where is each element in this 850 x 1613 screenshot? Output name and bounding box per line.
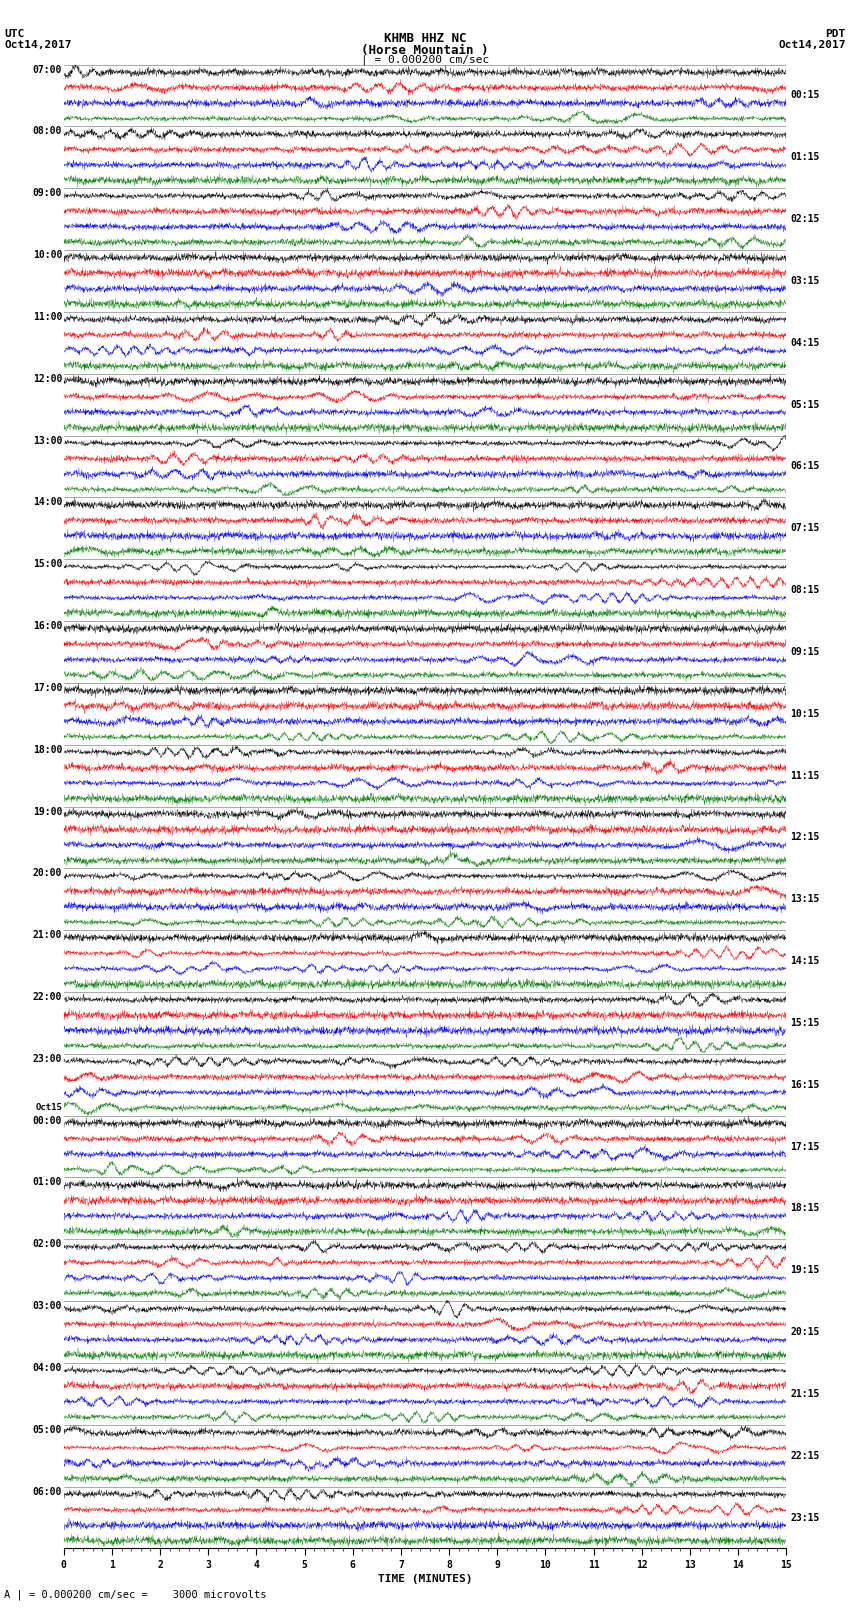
- Text: 21:15: 21:15: [790, 1389, 820, 1398]
- Text: 18:00: 18:00: [32, 745, 62, 755]
- Text: 13:15: 13:15: [790, 894, 820, 905]
- Text: 11:00: 11:00: [32, 311, 62, 323]
- Text: 12:00: 12:00: [32, 374, 62, 384]
- Text: 08:15: 08:15: [790, 586, 820, 595]
- Text: 00:15: 00:15: [790, 90, 820, 100]
- Text: 19:00: 19:00: [32, 806, 62, 816]
- Text: 00:00: 00:00: [32, 1116, 62, 1126]
- Text: 20:00: 20:00: [32, 868, 62, 879]
- Text: 04:15: 04:15: [790, 337, 820, 348]
- Text: 03:15: 03:15: [790, 276, 820, 286]
- Text: Oct15: Oct15: [35, 1103, 62, 1111]
- Text: 10:15: 10:15: [790, 708, 820, 719]
- Text: KHMB HHZ NC: KHMB HHZ NC: [383, 32, 467, 45]
- Text: 09:00: 09:00: [32, 189, 62, 198]
- Text: 23:00: 23:00: [32, 1053, 62, 1065]
- Text: | = 0.000200 cm/sec: | = 0.000200 cm/sec: [361, 55, 489, 66]
- Text: 07:00: 07:00: [32, 65, 62, 74]
- Text: 14:00: 14:00: [32, 497, 62, 508]
- Text: 02:15: 02:15: [790, 215, 820, 224]
- Text: 09:15: 09:15: [790, 647, 820, 656]
- X-axis label: TIME (MINUTES): TIME (MINUTES): [377, 1574, 473, 1584]
- Text: 13:00: 13:00: [32, 436, 62, 445]
- Text: 01:00: 01:00: [32, 1177, 62, 1187]
- Text: 10:00: 10:00: [32, 250, 62, 260]
- Text: Oct14,2017: Oct14,2017: [779, 40, 846, 50]
- Text: 22:15: 22:15: [790, 1450, 820, 1461]
- Text: PDT: PDT: [825, 29, 846, 39]
- Text: 08:00: 08:00: [32, 126, 62, 137]
- Text: 01:15: 01:15: [790, 152, 820, 163]
- Text: 22:00: 22:00: [32, 992, 62, 1002]
- Text: 17:00: 17:00: [32, 682, 62, 694]
- Text: 14:15: 14:15: [790, 957, 820, 966]
- Text: Oct14,2017: Oct14,2017: [4, 40, 71, 50]
- Text: 06:15: 06:15: [790, 461, 820, 471]
- Text: 15:00: 15:00: [32, 560, 62, 569]
- Text: 21:00: 21:00: [32, 931, 62, 940]
- Text: 07:15: 07:15: [790, 523, 820, 534]
- Text: (Horse Mountain ): (Horse Mountain ): [361, 44, 489, 56]
- Text: 12:15: 12:15: [790, 832, 820, 842]
- Text: A | = 0.000200 cm/sec =    3000 microvolts: A | = 0.000200 cm/sec = 3000 microvolts: [4, 1589, 267, 1600]
- Text: 16:00: 16:00: [32, 621, 62, 631]
- Text: 23:15: 23:15: [790, 1513, 820, 1523]
- Text: 04:00: 04:00: [32, 1363, 62, 1373]
- Text: 19:15: 19:15: [790, 1265, 820, 1276]
- Text: 16:15: 16:15: [790, 1079, 820, 1090]
- Text: 05:15: 05:15: [790, 400, 820, 410]
- Text: 18:15: 18:15: [790, 1203, 820, 1213]
- Text: 03:00: 03:00: [32, 1302, 62, 1311]
- Text: 20:15: 20:15: [790, 1327, 820, 1337]
- Text: 02:00: 02:00: [32, 1239, 62, 1250]
- Text: 06:00: 06:00: [32, 1487, 62, 1497]
- Text: 05:00: 05:00: [32, 1424, 62, 1436]
- Text: 17:15: 17:15: [790, 1142, 820, 1152]
- Text: UTC: UTC: [4, 29, 25, 39]
- Text: 11:15: 11:15: [790, 771, 820, 781]
- Text: 15:15: 15:15: [790, 1018, 820, 1027]
